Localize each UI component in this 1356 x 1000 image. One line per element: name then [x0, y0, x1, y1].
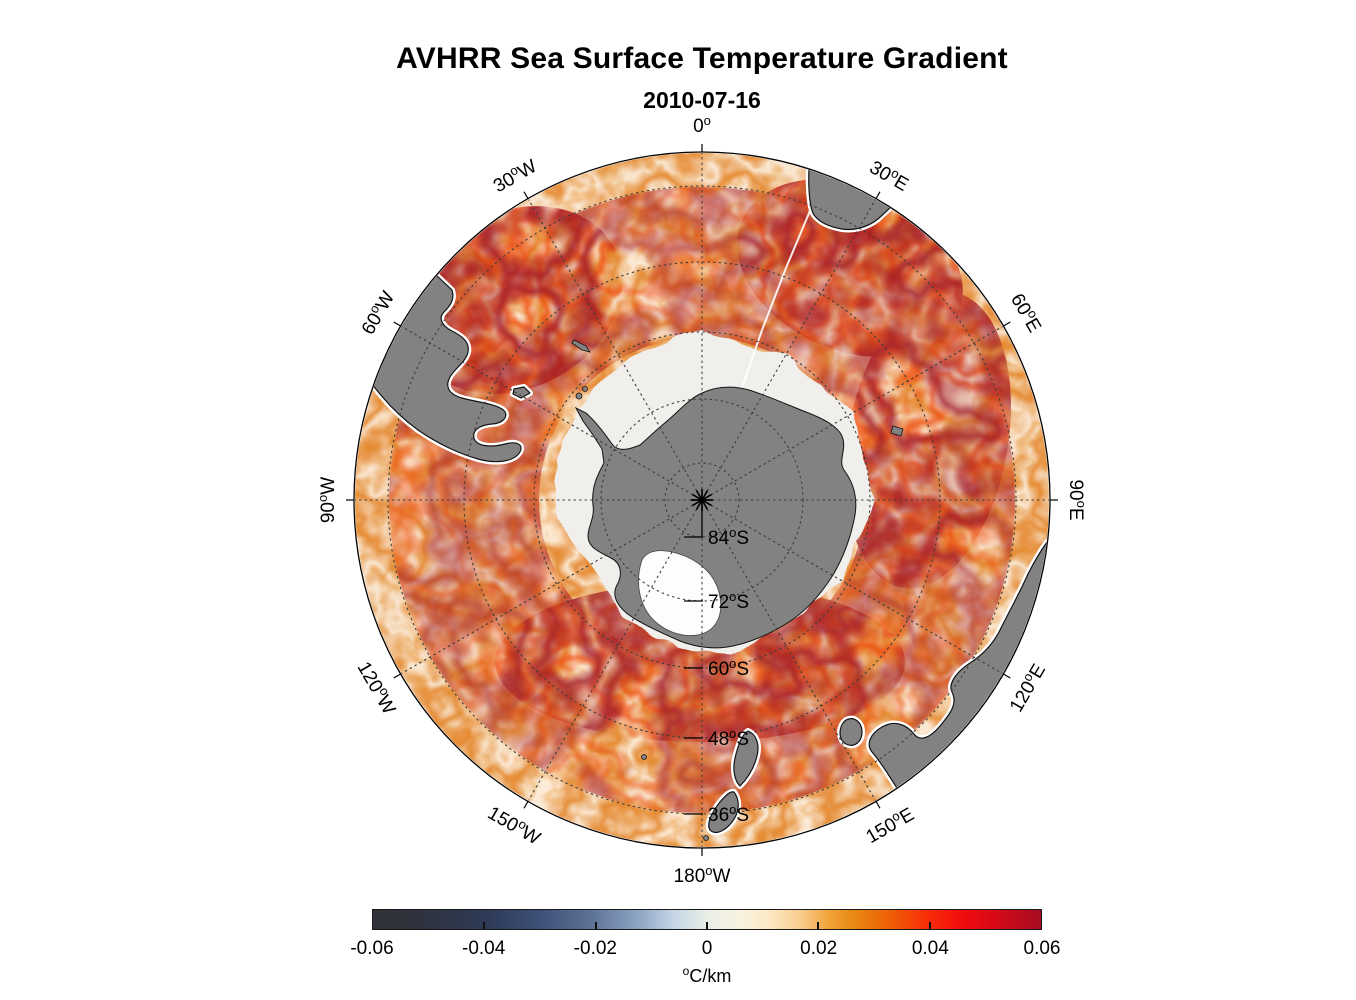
colorbar-tick-label: -0.04 — [462, 938, 506, 959]
longitude-tick — [1003, 673, 1011, 679]
colorbar-tick-label: 0.04 — [911, 938, 949, 959]
latitude-label: 84oS — [708, 525, 749, 549]
colorbar-tickmark — [706, 922, 708, 929]
tasmania — [840, 719, 862, 746]
figure-date: 2010-07-16 — [643, 87, 761, 113]
longitude-tick — [1003, 321, 1011, 327]
latitude-label: 48oS — [708, 726, 749, 750]
longitude-label: 60oW — [355, 286, 399, 338]
colorbar-tick-label: 0 — [701, 938, 713, 959]
longitude-ticks — [346, 144, 1058, 856]
scan-seam — [741, 205, 813, 389]
colorbar — [372, 909, 1042, 930]
latitude-circle — [664, 462, 740, 538]
latitude-label: 36oS — [708, 802, 749, 826]
longitude-label: 30oW — [488, 153, 540, 197]
longitude-label: 90oW — [315, 477, 339, 523]
latitude-labels: 84oS 72oS 60oS 48oS 36oS — [684, 525, 749, 826]
longitude-label: 30oE — [866, 155, 914, 196]
colorbar-tickmark — [483, 922, 486, 929]
longitude-tick — [523, 801, 529, 809]
latitude-label: 60oS — [708, 656, 749, 680]
longitude-label: 120oE — [1003, 659, 1050, 716]
ross-ice-shelf — [638, 550, 722, 636]
longitude-label: 150oE — [861, 801, 918, 848]
longitude-label: 0o — [693, 113, 711, 137]
colorbar-tick-label: -0.06 — [350, 938, 394, 959]
figure-title: AVHRR Sea Surface Temperature Gradient — [396, 42, 1008, 75]
colorbar-tick-label: 0.02 — [800, 938, 838, 959]
small-islands — [571, 339, 904, 841]
colorbar-tick-label: 0.06 — [1023, 938, 1061, 959]
colorbar-tick-labels: -0.06 -0.04 -0.02 0 0.02 0.04 0.06 — [350, 938, 1060, 962]
longitude-label: 120oW — [353, 657, 402, 718]
longitude-tick — [875, 191, 881, 199]
longitude-tick — [393, 673, 401, 679]
latitude-label: 72oS — [708, 589, 749, 613]
colorbar-unit-label: oC/km — [682, 964, 732, 986]
longitude-label: 150oW — [484, 800, 545, 849]
longitude-label: 90oE — [1065, 479, 1089, 520]
longitude-tick — [523, 191, 529, 199]
colorbar-tickmark — [817, 922, 820, 929]
longitude-tick — [875, 801, 881, 809]
longitude-label: 60oE — [1006, 289, 1047, 337]
colorbar-tickmark — [928, 922, 931, 929]
longitude-label: 180oW — [674, 863, 731, 887]
longitude-tick — [393, 321, 401, 327]
colorbar-tick-label: -0.02 — [573, 938, 617, 959]
colorbar-tickmark — [594, 922, 597, 929]
